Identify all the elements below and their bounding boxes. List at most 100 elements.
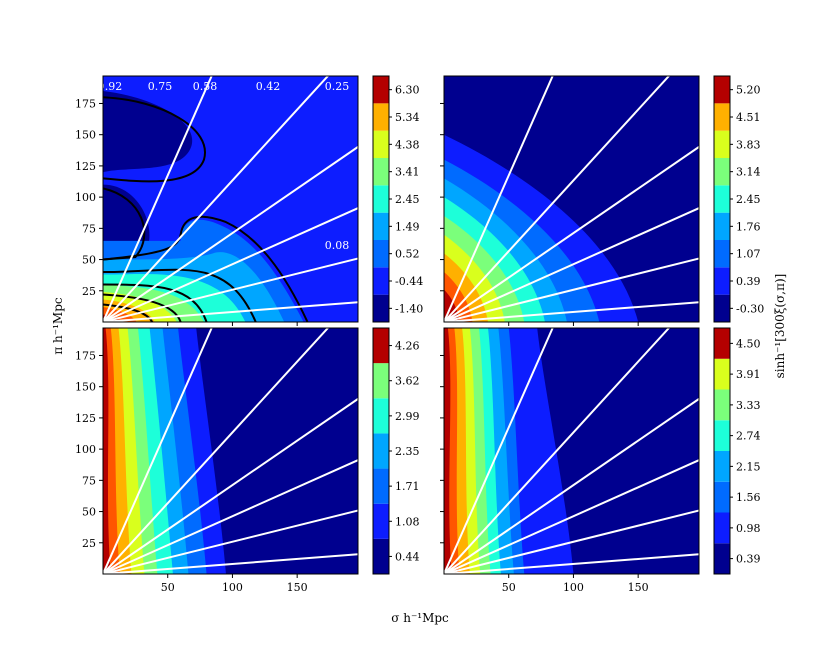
y-tick-label: 25 bbox=[82, 537, 96, 550]
colorbar-tick-label: -1.40 bbox=[395, 302, 423, 315]
colorbar-tick-label: 3.62 bbox=[395, 375, 420, 388]
colorbar-segment bbox=[373, 433, 389, 469]
colorbar-tick-label: 3.83 bbox=[736, 138, 761, 151]
colorbar-tick-label: 2.74 bbox=[736, 430, 761, 443]
contour-band bbox=[444, 328, 452, 574]
x-tick-label: 100 bbox=[222, 581, 243, 594]
panel-top-left: 0.92 0.75 0.58 0.42 0.25 0.08 25 50 75 100 125 150 1… bbox=[75, 75, 359, 326]
panel-bottom-left: 50 100 150 25 50 75 100 125 150 175 bbox=[75, 327, 359, 594]
x-tick-label: 50 bbox=[161, 581, 175, 594]
colorbar-tick-label: 5.34 bbox=[395, 111, 420, 124]
wedge-line bbox=[103, 328, 213, 574]
y-tick-label: 100 bbox=[75, 191, 96, 204]
colorbar-segment bbox=[714, 240, 730, 268]
wedge-line bbox=[103, 328, 330, 574]
x-tick-label: 150 bbox=[287, 581, 308, 594]
colorbar-segment bbox=[373, 398, 389, 434]
colorbar-segment bbox=[714, 185, 730, 213]
colorbar-tick-label: 1.71 bbox=[395, 480, 420, 493]
wedge-line bbox=[444, 328, 554, 574]
colorbar-segment bbox=[714, 420, 730, 451]
wedge-label: 0.75 bbox=[148, 80, 173, 93]
colorbar-segment bbox=[714, 212, 730, 240]
colorbar-segment bbox=[373, 185, 389, 213]
wedge-line bbox=[444, 328, 671, 574]
colorbar-segment bbox=[373, 240, 389, 268]
colorbar-label: sinh⁻¹[300ξ(σ,π)] bbox=[773, 274, 787, 379]
x-axis-label: σ h⁻¹Mpc bbox=[391, 611, 449, 625]
wedge-line bbox=[103, 459, 358, 574]
wedge-line bbox=[103, 76, 213, 322]
panel-plot-area bbox=[103, 76, 358, 322]
colorbar-top-left: 6.30 5.34 4.38 3.41 2.45 1.49 0.52 -0.44 -1.40 bbox=[372, 75, 423, 323]
colorbar-tick-label: 1.56 bbox=[736, 491, 761, 504]
colorbar-segment bbox=[714, 76, 730, 104]
colorbar-segment bbox=[714, 294, 730, 322]
colorbar-segment bbox=[373, 212, 389, 240]
colorbar-tick-label: 6.30 bbox=[395, 84, 420, 97]
wedge-label: 0.25 bbox=[325, 80, 350, 93]
colorbar-bottom-left: 4.26 3.62 2.99 2.35 1.71 1.08 0.44 bbox=[372, 327, 420, 575]
colorbar-tick-label: -0.30 bbox=[736, 302, 764, 315]
wedge-line bbox=[444, 207, 699, 322]
colorbar-segment bbox=[373, 538, 389, 574]
x-tick-label: 100 bbox=[563, 581, 584, 594]
wedge-line bbox=[103, 553, 358, 574]
panel-frame bbox=[443, 75, 700, 323]
colorbar-segment bbox=[373, 267, 389, 295]
colorbar-tick-label: 5.20 bbox=[736, 84, 761, 97]
y-tick-label: 175 bbox=[75, 349, 96, 362]
colorbar-tick-label: 0.44 bbox=[395, 550, 420, 563]
contour-band bbox=[103, 328, 111, 574]
colorbar-tick-label: 0.39 bbox=[736, 553, 761, 566]
contour-line bbox=[103, 96, 206, 183]
colorbar-segment bbox=[714, 267, 730, 295]
panel-plot-area bbox=[444, 76, 699, 322]
wedge-line bbox=[444, 76, 671, 322]
colorbar-tick-label: 2.45 bbox=[395, 193, 420, 206]
wedge-label: 0.42 bbox=[256, 80, 281, 93]
colorbar-tick-label: 1.49 bbox=[395, 220, 420, 233]
x-tick-label: 150 bbox=[628, 581, 649, 594]
y-tick-label: 25 bbox=[82, 285, 96, 298]
colorbar-tick-label: 3.91 bbox=[736, 368, 761, 381]
wedge-line bbox=[444, 301, 699, 322]
wedge-line bbox=[103, 257, 358, 322]
panel-plot-area bbox=[103, 328, 358, 574]
panel-top-right bbox=[440, 75, 700, 326]
colorbar-tick-label: 1.76 bbox=[736, 220, 761, 233]
colorbar-segment bbox=[714, 481, 730, 513]
y-tick-label: 150 bbox=[75, 129, 96, 142]
colorbar-tick-label: 1.07 bbox=[736, 248, 761, 261]
contour-line bbox=[103, 303, 154, 322]
colorbar-tick-label: 2.45 bbox=[736, 193, 761, 206]
panel-frame bbox=[443, 327, 700, 575]
y-tick-label: 75 bbox=[82, 222, 96, 235]
colorbar-tick-label: 2.99 bbox=[395, 410, 420, 423]
wedge-line bbox=[444, 76, 554, 322]
colorbars-group: 6.30 5.34 4.38 3.41 2.45 1.49 0.52 -0.44 -1.40 5.… bbox=[372, 75, 764, 575]
panel-bottom-right: 50 100 150 bbox=[440, 327, 700, 594]
colorbar-tick-label: 4.50 bbox=[736, 337, 761, 350]
wedge-line bbox=[444, 145, 699, 322]
colorbar-tick-label: 3.33 bbox=[736, 399, 761, 412]
wedge-line bbox=[103, 397, 358, 574]
colorbar-tick-label: 3.14 bbox=[736, 166, 761, 179]
wedge-line bbox=[103, 207, 358, 322]
panel-frame bbox=[102, 75, 359, 323]
colorbar-segment bbox=[714, 543, 730, 574]
colorbar-segment bbox=[714, 389, 730, 421]
colorbar-tick-label: 0.39 bbox=[736, 275, 761, 288]
colorbar-tick-label: 0.52 bbox=[395, 248, 420, 261]
wedge-label: 0.58 bbox=[193, 80, 218, 93]
y-tick-label: 150 bbox=[75, 381, 96, 394]
colorbar-tick-label: 4.51 bbox=[736, 111, 761, 124]
colorbar-segment bbox=[373, 76, 389, 104]
wedge-label: 0.08 bbox=[325, 239, 350, 252]
colorbar-segment bbox=[714, 328, 730, 359]
panel-plot-area bbox=[444, 328, 699, 574]
colorbar-segment bbox=[373, 158, 389, 186]
colorbar-tick-label: 2.35 bbox=[395, 445, 420, 458]
wedge-line bbox=[103, 76, 330, 322]
